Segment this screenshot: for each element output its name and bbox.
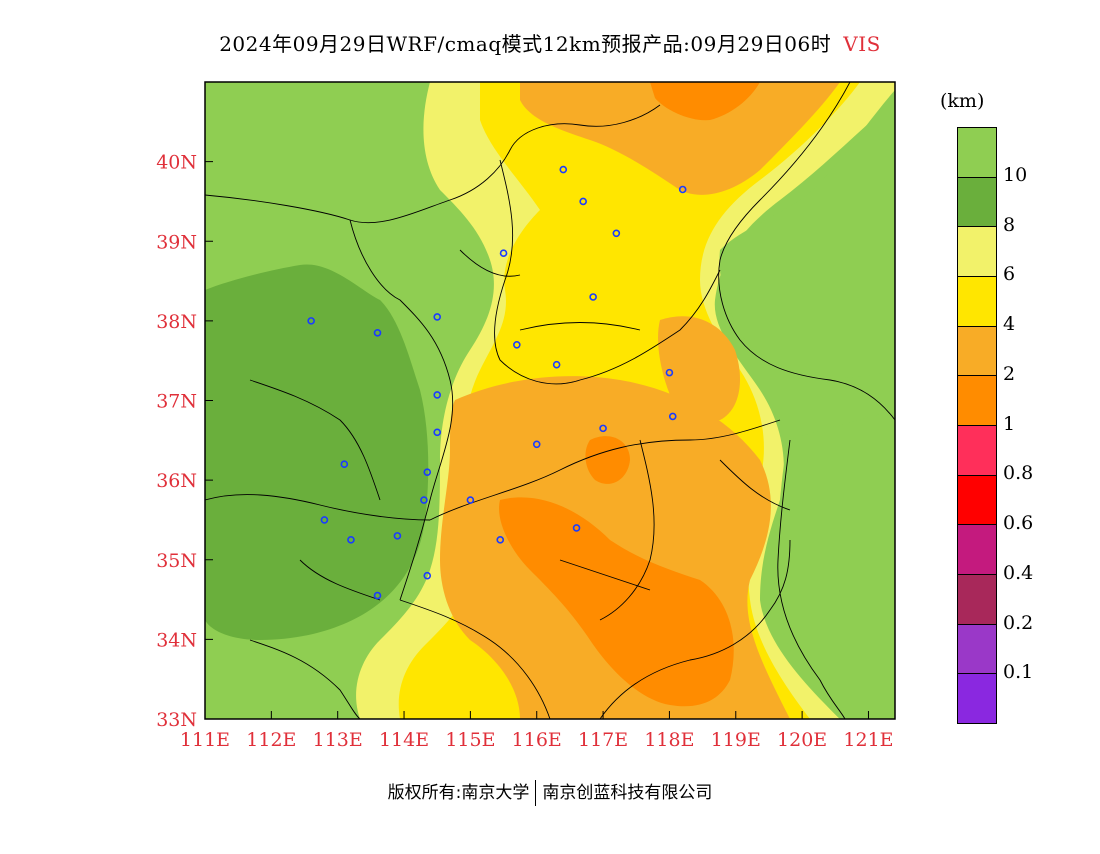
map-title: 2024年09月29日WRF/cmaq模式12km预报产品:09月29日06时 V… xyxy=(0,28,1100,57)
station-marker xyxy=(612,229,621,238)
station-marker xyxy=(665,368,674,377)
map-plot-area xyxy=(205,82,895,719)
colorbar-segment xyxy=(958,326,996,377)
lon-tick-label: 119E xyxy=(711,729,761,751)
station-marker xyxy=(423,571,432,580)
lat-tick-label: 36N xyxy=(156,470,197,492)
footer-left: 版权所有:南京大学 xyxy=(387,783,530,803)
colorbar-label: 0.4 xyxy=(1003,561,1034,584)
lat-tick-label: 33N xyxy=(156,709,197,731)
copyright-footer: 版权所有:南京大学 南京创蓝科技有限公司 xyxy=(0,778,1100,806)
sea-bohai xyxy=(719,90,895,378)
lat-tick-label: 35N xyxy=(156,550,197,572)
vis-1-2-region-north xyxy=(650,82,760,121)
colorbar-label: 0.1 xyxy=(1003,661,1034,684)
colorbar-segment xyxy=(958,277,996,327)
station-marker xyxy=(496,536,505,544)
lat-tick-label: 38N xyxy=(156,311,197,333)
station-marker xyxy=(307,317,315,325)
lon-tick-label: 121E xyxy=(843,729,893,751)
colorbar-label: 10 xyxy=(1003,163,1028,186)
colorbar-label: 0.8 xyxy=(1003,462,1034,485)
station-marker xyxy=(668,412,677,421)
station-marker xyxy=(420,496,428,504)
lat-tick-label: 37N xyxy=(156,391,197,413)
lon-tick-label: 116E xyxy=(512,729,562,751)
axis-ticks: 111E 112E 113E 114E 115E 116E 117E 118E 119E 120E… xyxy=(156,152,893,751)
station-marker xyxy=(589,293,597,301)
vis-8-10-region-west xyxy=(205,264,429,640)
colorbar-label: 8 xyxy=(1003,213,1016,236)
colorbar-segment xyxy=(958,426,996,476)
station-marker xyxy=(579,197,587,206)
station-marker xyxy=(513,340,521,349)
station-marker xyxy=(373,591,382,600)
station-marker xyxy=(347,536,355,544)
station-marker xyxy=(340,460,349,469)
colorbar-segment xyxy=(958,624,996,675)
colorbar-label: 6 xyxy=(1003,263,1016,286)
lon-tick-label: 117E xyxy=(578,729,628,751)
colorbar-segment xyxy=(958,674,996,724)
boundary-lines xyxy=(205,82,895,719)
station-marker xyxy=(433,391,442,399)
lon-tick-label: 115E xyxy=(445,729,495,751)
station-marker xyxy=(466,496,475,504)
colorbar xyxy=(957,127,997,724)
station-marker xyxy=(532,440,541,449)
lon-tick-label: 120E xyxy=(777,729,827,751)
colorbar-segment xyxy=(958,575,996,625)
footer-separator xyxy=(535,780,537,806)
station-marker xyxy=(433,313,442,321)
lat-tick-label: 40N xyxy=(156,152,197,174)
lon-tick-label: 112E xyxy=(246,729,296,751)
lon-tick-label: 114E xyxy=(379,729,429,751)
lon-tick-label: 111E xyxy=(180,729,230,751)
colorbar-label: 2 xyxy=(1003,362,1016,385)
lon-tick-label: 113E xyxy=(313,729,363,751)
variable-label: VIS xyxy=(843,32,881,56)
colorbar-label: 0.2 xyxy=(1003,611,1034,634)
vis-2-4-region-shandong xyxy=(658,316,740,422)
colorbar-segment xyxy=(958,128,996,178)
vis-1-2-region-south xyxy=(499,497,734,707)
footer-right: 南京创蓝科技有限公司 xyxy=(542,783,713,803)
station-marker xyxy=(320,516,329,524)
colorbar-segment xyxy=(958,177,996,228)
vis-2-4-region-north xyxy=(520,82,840,195)
colorbar-label: 0.6 xyxy=(1003,512,1034,534)
station-marker xyxy=(373,329,382,337)
station-marker xyxy=(599,424,607,433)
station-marker xyxy=(678,185,687,194)
lat-tick-label: 39N xyxy=(156,231,197,253)
station-markers xyxy=(307,165,687,600)
station-marker xyxy=(572,524,581,532)
station-marker xyxy=(559,165,568,174)
colorbar-segment xyxy=(958,525,996,576)
lat-tick-label: 34N xyxy=(156,629,197,651)
station-marker xyxy=(393,532,402,540)
title-text: 2024年09月29日WRF/cmaq模式12km预报产品:09月29日06时 xyxy=(219,32,832,56)
colorbar-label: 4 xyxy=(1003,313,1016,335)
colorbar-label: 1 xyxy=(1003,412,1016,435)
colorbar-segment xyxy=(958,475,996,526)
station-marker xyxy=(433,428,442,437)
station-marker xyxy=(423,468,432,476)
sea-yellow xyxy=(774,410,895,719)
colorbar-segment xyxy=(958,227,996,278)
legend-unit: (km) xyxy=(940,90,985,112)
station-marker xyxy=(499,249,508,257)
station-marker xyxy=(552,360,561,369)
lon-tick-label: 118E xyxy=(644,729,694,751)
colorbar-segment xyxy=(958,376,996,427)
